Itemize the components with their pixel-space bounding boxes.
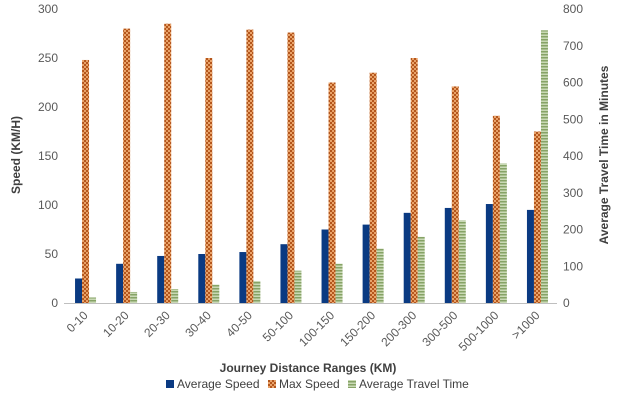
y-right-tick-label: 700 <box>563 39 583 53</box>
category-group <box>403 58 425 303</box>
bar-average-speed <box>403 212 411 303</box>
bar-max-speed <box>451 86 459 303</box>
x-axis-title: Journey Distance Ranges (KM) <box>220 361 397 375</box>
y-axis-left-title: Speed (KM/H) <box>9 116 23 194</box>
legend-swatch <box>268 380 276 388</box>
y-right-tick-label: 0 <box>563 296 570 310</box>
bar-average-speed <box>116 263 124 303</box>
y-right-tick-label: 300 <box>563 186 583 200</box>
bar-average-speed <box>444 207 452 303</box>
bar-average-travel-time <box>540 30 548 303</box>
legend-label: Average Travel Time <box>359 377 469 391</box>
bar-average-travel-time <box>335 263 343 303</box>
bar-max-speed <box>533 131 541 303</box>
x-tick-label: 50-100 <box>260 308 297 345</box>
y-right-tick-label: 200 <box>563 223 583 237</box>
legend-label: Max Speed <box>279 377 340 391</box>
bar-average-travel-time <box>376 248 384 303</box>
x-tick-label: 200-300 <box>378 308 419 349</box>
bar-average-speed <box>321 229 329 303</box>
plot-area <box>75 23 548 304</box>
y-left-tick-label: 150 <box>38 149 58 163</box>
category-group <box>239 29 261 304</box>
y-left-tick-label: 200 <box>38 100 58 114</box>
category-group <box>157 23 179 303</box>
category-group <box>321 82 343 303</box>
y-axis-right-title: Average Travel Time in Minutes <box>597 65 611 244</box>
legend-item: Average Travel Time <box>348 377 469 391</box>
legend-swatch <box>348 380 356 388</box>
bar-average-travel-time <box>130 291 138 303</box>
x-tick-label: 500-1000 <box>456 308 502 354</box>
category-group <box>485 115 507 303</box>
bar-average-speed <box>362 224 370 303</box>
x-tick-label: 20-30 <box>141 308 173 340</box>
legend-label: Average Speed <box>177 377 260 391</box>
x-tick-label: >1000 <box>509 308 543 342</box>
bar-average-speed <box>526 209 534 303</box>
y-left-tick-label: 250 <box>38 51 58 65</box>
x-tick-label: 100-150 <box>296 308 337 349</box>
bar-average-travel-time <box>253 280 261 303</box>
bar-max-speed <box>123 28 131 303</box>
bar-average-travel-time <box>499 163 507 303</box>
bar-average-speed <box>280 244 288 303</box>
legend-item: Average Speed <box>166 377 260 391</box>
bar-average-speed <box>239 252 247 303</box>
x-tick-label: 300-500 <box>419 308 460 349</box>
legend-item: Max Speed <box>268 377 340 391</box>
x-tick-label: 150-200 <box>337 308 378 349</box>
bar-average-travel-time <box>294 270 302 303</box>
y-right-tick-label: 400 <box>563 149 583 163</box>
category-group <box>444 86 466 303</box>
bar-max-speed <box>205 58 213 303</box>
x-tick-label: 0-10 <box>64 308 91 335</box>
bar-max-speed <box>410 58 418 303</box>
category-group <box>116 28 138 303</box>
x-tick-label: 10-20 <box>100 308 132 340</box>
bar-max-speed <box>328 82 336 303</box>
y-left-tick-label: 50 <box>45 247 59 261</box>
bar-average-speed <box>157 255 165 303</box>
category-group <box>75 59 97 304</box>
y-axis-left: 0 50 100 150 200 250 300 <box>38 2 58 310</box>
y-axis-right: 0 100 200 300 400 500 600 700 800 <box>563 2 583 310</box>
bar-max-speed <box>492 115 500 303</box>
y-left-tick-label: 100 <box>38 198 58 212</box>
bar-max-speed <box>164 23 172 303</box>
bar-max-speed <box>246 29 254 304</box>
bar-average-speed <box>198 254 206 303</box>
y-right-tick-label: 600 <box>563 76 583 90</box>
legend: Average Speed Max Speed Average Travel Tim… <box>166 377 469 391</box>
bar-average-travel-time <box>171 289 179 303</box>
bar-average-travel-time <box>417 236 425 303</box>
category-group <box>198 58 220 303</box>
category-group <box>362 72 384 303</box>
y-left-tick-label: 0 <box>51 296 58 310</box>
x-axis: 0-10 10-20 20-30 30-40 40-50 50-100 100-150 150… <box>64 303 557 354</box>
bar-max-speed <box>82 59 90 304</box>
y-left-tick-label: 300 <box>38 2 58 16</box>
category-group <box>526 30 548 303</box>
category-group <box>280 32 302 304</box>
y-right-tick-label: 800 <box>563 2 583 16</box>
bar-average-speed <box>75 278 83 303</box>
bar-average-speed <box>485 204 493 303</box>
bar-average-travel-time <box>89 297 97 303</box>
bar-average-travel-time <box>212 284 220 303</box>
x-tick-label: 30-40 <box>182 308 214 340</box>
legend-swatch <box>166 380 174 388</box>
x-tick-label: 40-50 <box>223 308 255 340</box>
bar-average-travel-time <box>458 220 466 303</box>
y-right-tick-label: 500 <box>563 112 583 126</box>
bar-max-speed <box>369 72 377 303</box>
y-right-tick-label: 100 <box>563 259 583 273</box>
bar-max-speed <box>287 32 295 304</box>
